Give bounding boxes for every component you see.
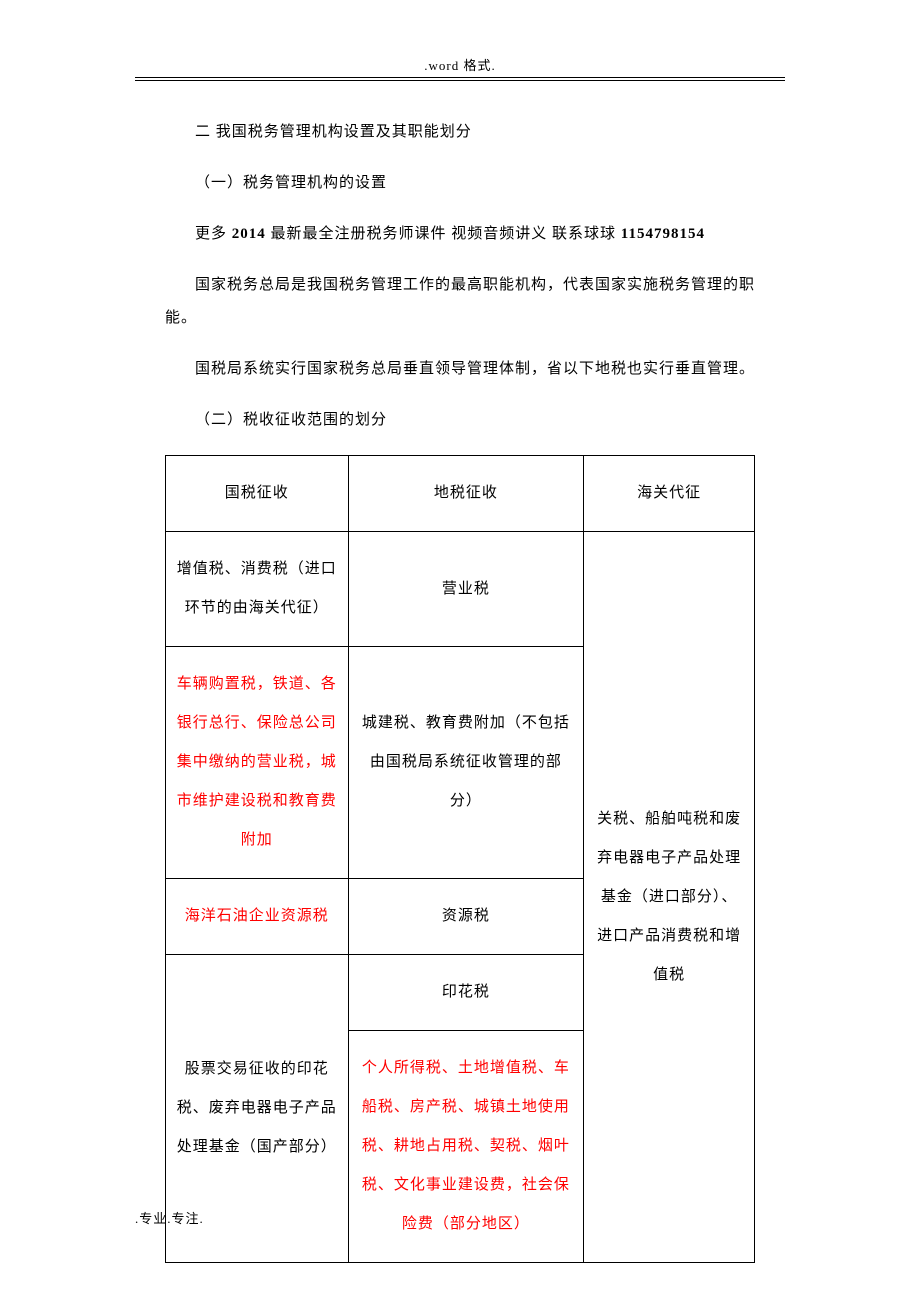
cell-col3-merged: 关税、船舶吨税和废弃电器电子产品处理基金（进口部分）、进口产品消费税和增值税: [584, 532, 755, 1263]
cell-r2c2: 城建税、教育费附加（不包括由国税局系统征收管理的部分）: [348, 647, 584, 879]
promo-line: 更多 2014 最新最全注册税务师课件 视频音频讲义 联系球球 11547981…: [165, 218, 755, 251]
tax-scope-table: 国税征收 地税征收 海关代征 增值税、消费税（进口环节的由海关代征） 营业税 关…: [165, 455, 755, 1263]
table-row: 增值税、消费税（进口环节的由海关代征） 营业税 关税、船舶吨税和废弃电器电子产品…: [166, 532, 755, 647]
page-header: .word 格式.: [135, 55, 785, 77]
promo-text-2: 最新最全注册税务师课件 视频音频讲义 联系球球: [271, 226, 621, 242]
document-page: .word 格式. 二 我国税务管理机构设置及其职能划分 （一）税务管理机构的设…: [0, 0, 920, 1263]
cell-r1c1: 增值税、消费税（进口环节的由海关代征）: [166, 532, 349, 647]
cell-r2c1: 车辆购置税，铁道、各银行总行、保险总公司集中缴纳的营业税，城市维护建设税和教育费…: [166, 647, 349, 879]
cell-r4c2: 印花税: [348, 955, 584, 1031]
header-col2: 地税征收: [348, 456, 584, 532]
promo-text-1: 更多: [195, 226, 232, 242]
cell-r3c1: 海洋石油企业资源税: [166, 879, 349, 955]
promo-contact: 1154798154: [621, 226, 705, 242]
promo-year: 2014: [232, 226, 271, 242]
section-title: 二 我国税务管理机构设置及其职能划分: [165, 116, 755, 149]
cell-r3c2: 资源税: [348, 879, 584, 955]
header-col3: 海关代征: [584, 456, 755, 532]
table-header-row: 国税征收 地税征收 海关代征: [166, 456, 755, 532]
page-footer: .专业.专注.: [135, 1208, 204, 1227]
header-rule: [135, 77, 785, 81]
subsection-1-title: （一）税务管理机构的设置: [165, 167, 755, 200]
cell-r1c2: 营业税: [348, 532, 584, 647]
body-para-1: 国家税务总局是我国税务管理工作的最高职能机构，代表国家实施税务管理的职能。: [165, 269, 755, 335]
document-content: 二 我国税务管理机构设置及其职能划分 （一）税务管理机构的设置 更多 2014 …: [135, 116, 785, 1263]
header-col1: 国税征收: [166, 456, 349, 532]
cell-r5c2: 个人所得税、土地增值税、车船税、房产税、城镇土地使用税、耕地占用税、契税、烟叶税…: [348, 1031, 584, 1263]
body-para-2: 国税局系统实行国家税务总局垂直领导管理体制，省以下地税也实行垂直管理。: [165, 353, 755, 386]
subsection-2-title: （二）税收征收范围的划分: [165, 404, 755, 437]
